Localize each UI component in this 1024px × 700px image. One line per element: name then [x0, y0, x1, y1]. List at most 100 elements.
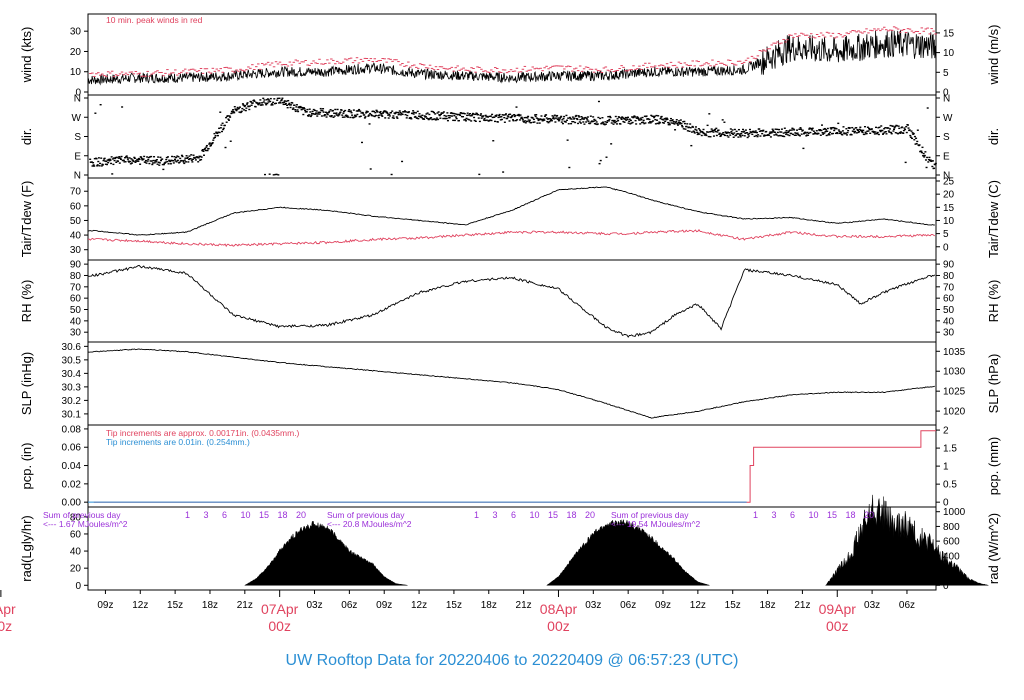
ylabel-left-pcp: pcp. (in)	[19, 443, 34, 490]
ylabel-left-wind: wind (kts)	[19, 27, 34, 84]
xtick-label: 21z	[516, 600, 532, 611]
ylabel-right-tair: Tair/Tdew (C)	[986, 180, 1001, 258]
xtick-label: 21z	[237, 600, 253, 611]
date-label: 09Apr	[819, 601, 857, 617]
ytick-right-wind: 15	[943, 28, 955, 39]
ytick-left-dir: E	[74, 151, 81, 162]
date-label: 6Apr	[0, 601, 16, 617]
pcp-annotation-blue: Tip increments are 0.01in. (0.254mm.)	[106, 437, 250, 447]
ytick-left-rad: 40	[70, 547, 82, 558]
ylabel-left-tair: Tair/Tdew (F)	[19, 181, 34, 258]
xtick-label: 21z	[794, 600, 810, 611]
ylabel-right-rad: rad (W/m^2)	[986, 513, 1001, 584]
ytick-right-tair: 20	[943, 190, 955, 201]
ytick-right-wind: 10	[943, 48, 955, 59]
ytick-left-rh: 70	[70, 282, 82, 293]
rad-hour-label: 3	[493, 510, 498, 520]
rad-hour-label: 10	[241, 510, 251, 520]
xtick-label: 18z	[481, 600, 497, 611]
rad-hour-label: 6	[790, 510, 795, 520]
pcp-annotation-red: Tip increments are approx. 0.00171in. (0…	[106, 428, 300, 438]
rad-sum-line2: <--- 19.54 MJoules/m^2	[611, 519, 701, 529]
ytick-left-pcp: 0.00	[62, 498, 82, 509]
rad-hour-label: 3	[204, 510, 209, 520]
date-time-label: 00z	[0, 618, 12, 634]
ylabel-left-dir: dir.	[19, 128, 34, 145]
ytick-right-rh: 30	[943, 328, 955, 339]
rad-sum-line2: <--- 1.67 MJoules/m^2	[43, 519, 128, 529]
ytick-right-slp: 1025	[943, 387, 966, 398]
panel-frame-rad	[87, 506, 937, 591]
ytick-left-rh: 80	[70, 271, 82, 282]
ytick-right-pcp: 1.5	[943, 444, 957, 455]
rad-hour-label: 6	[511, 510, 516, 520]
rad-hour-label: 20	[585, 510, 595, 520]
rad-hour-label: 15	[259, 510, 269, 520]
rad-hour-label: 18	[278, 510, 288, 520]
ytick-right-slp: 1035	[943, 347, 966, 358]
ytick-left-rad: 20	[70, 564, 82, 575]
ytick-left-dir: S	[74, 132, 81, 143]
ytick-right-tair: 15	[943, 203, 955, 214]
ytick-left-rh: 30	[70, 328, 82, 339]
xtick-label: 06z	[620, 600, 636, 611]
xtick-label: 03z	[585, 600, 601, 611]
ylabel-left-rh: RH (%)	[19, 280, 34, 323]
panel-frame-tair	[87, 177, 937, 261]
ytick-right-rh: 40	[943, 316, 955, 327]
ytick-left-tair: 70	[70, 187, 82, 198]
ytick-right-rad: 800	[943, 522, 960, 533]
ytick-left-pcp: 0.06	[62, 443, 82, 454]
rad-hour-label: 15	[827, 510, 837, 520]
ytick-left-rh: 40	[70, 316, 82, 327]
ytick-left-wind: 10	[70, 67, 82, 78]
ytick-right-tair: 5	[943, 229, 949, 240]
rad-day-3	[824, 494, 989, 586]
wind-line	[87, 29, 937, 86]
ytick-left-wind: 20	[70, 47, 82, 58]
rad-hour-label: 15	[548, 510, 558, 520]
ylabel-right-dir: dir.	[986, 128, 1001, 145]
ytick-right-dir: E	[943, 151, 950, 162]
ytick-right-rh: 50	[943, 305, 955, 316]
ylabel-left-slp: SLP (inHg)	[19, 352, 34, 415]
ytick-right-dir: N	[943, 94, 950, 105]
ytick-left-slp: 30.5	[62, 355, 82, 366]
ytick-right-tair: 10	[943, 216, 955, 227]
panel-frame-wind	[87, 13, 937, 96]
rad-day-2	[546, 519, 710, 586]
ytick-left-slp: 30.4	[62, 369, 82, 380]
rad-hour-label: 3	[772, 510, 777, 520]
ytick-left-rad: 0	[75, 581, 81, 592]
xtick-label: 15z	[446, 600, 462, 611]
ytick-left-rh: 50	[70, 305, 82, 316]
ytick-right-rh: 70	[943, 282, 955, 293]
xtick-label: 06z	[341, 600, 357, 611]
ytick-right-slp: 1030	[943, 367, 966, 378]
ytick-left-pcp: 0.08	[62, 424, 82, 435]
ytick-left-rh: 90	[70, 260, 82, 271]
rad-hour-label: 20	[864, 510, 874, 520]
xtick-label: 12z	[690, 600, 706, 611]
ylabel-right-pcp: pcp. (mm)	[986, 437, 1001, 496]
ytick-right-dir: W	[943, 113, 953, 124]
date-label: 08Apr	[540, 601, 578, 617]
xtick-label: 03z	[306, 600, 322, 611]
date-time-label: 00z	[826, 618, 849, 634]
rad-hour-label: 1	[474, 510, 479, 520]
ytick-right-slp: 1020	[943, 407, 966, 418]
ytick-left-dir: N	[74, 94, 81, 105]
ytick-left-dir: W	[72, 113, 82, 124]
ytick-left-rh: 60	[70, 294, 82, 305]
ytick-left-slp: 30.6	[62, 342, 82, 353]
ytick-left-rad: 60	[70, 529, 82, 540]
ytick-left-wind: 30	[70, 27, 82, 38]
ylabel-left-rad: rad(Lgly/hr)	[19, 515, 34, 581]
ytick-right-rh: 90	[943, 260, 955, 271]
ytick-right-tair: 25	[943, 177, 955, 188]
ytick-left-rad: 80	[70, 512, 82, 523]
ytick-right-rad: 0	[943, 581, 949, 592]
ytick-right-rad: 1000	[943, 507, 966, 518]
ytick-left-pcp: 0.02	[62, 479, 82, 490]
ytick-left-pcp: 0.04	[62, 461, 82, 472]
